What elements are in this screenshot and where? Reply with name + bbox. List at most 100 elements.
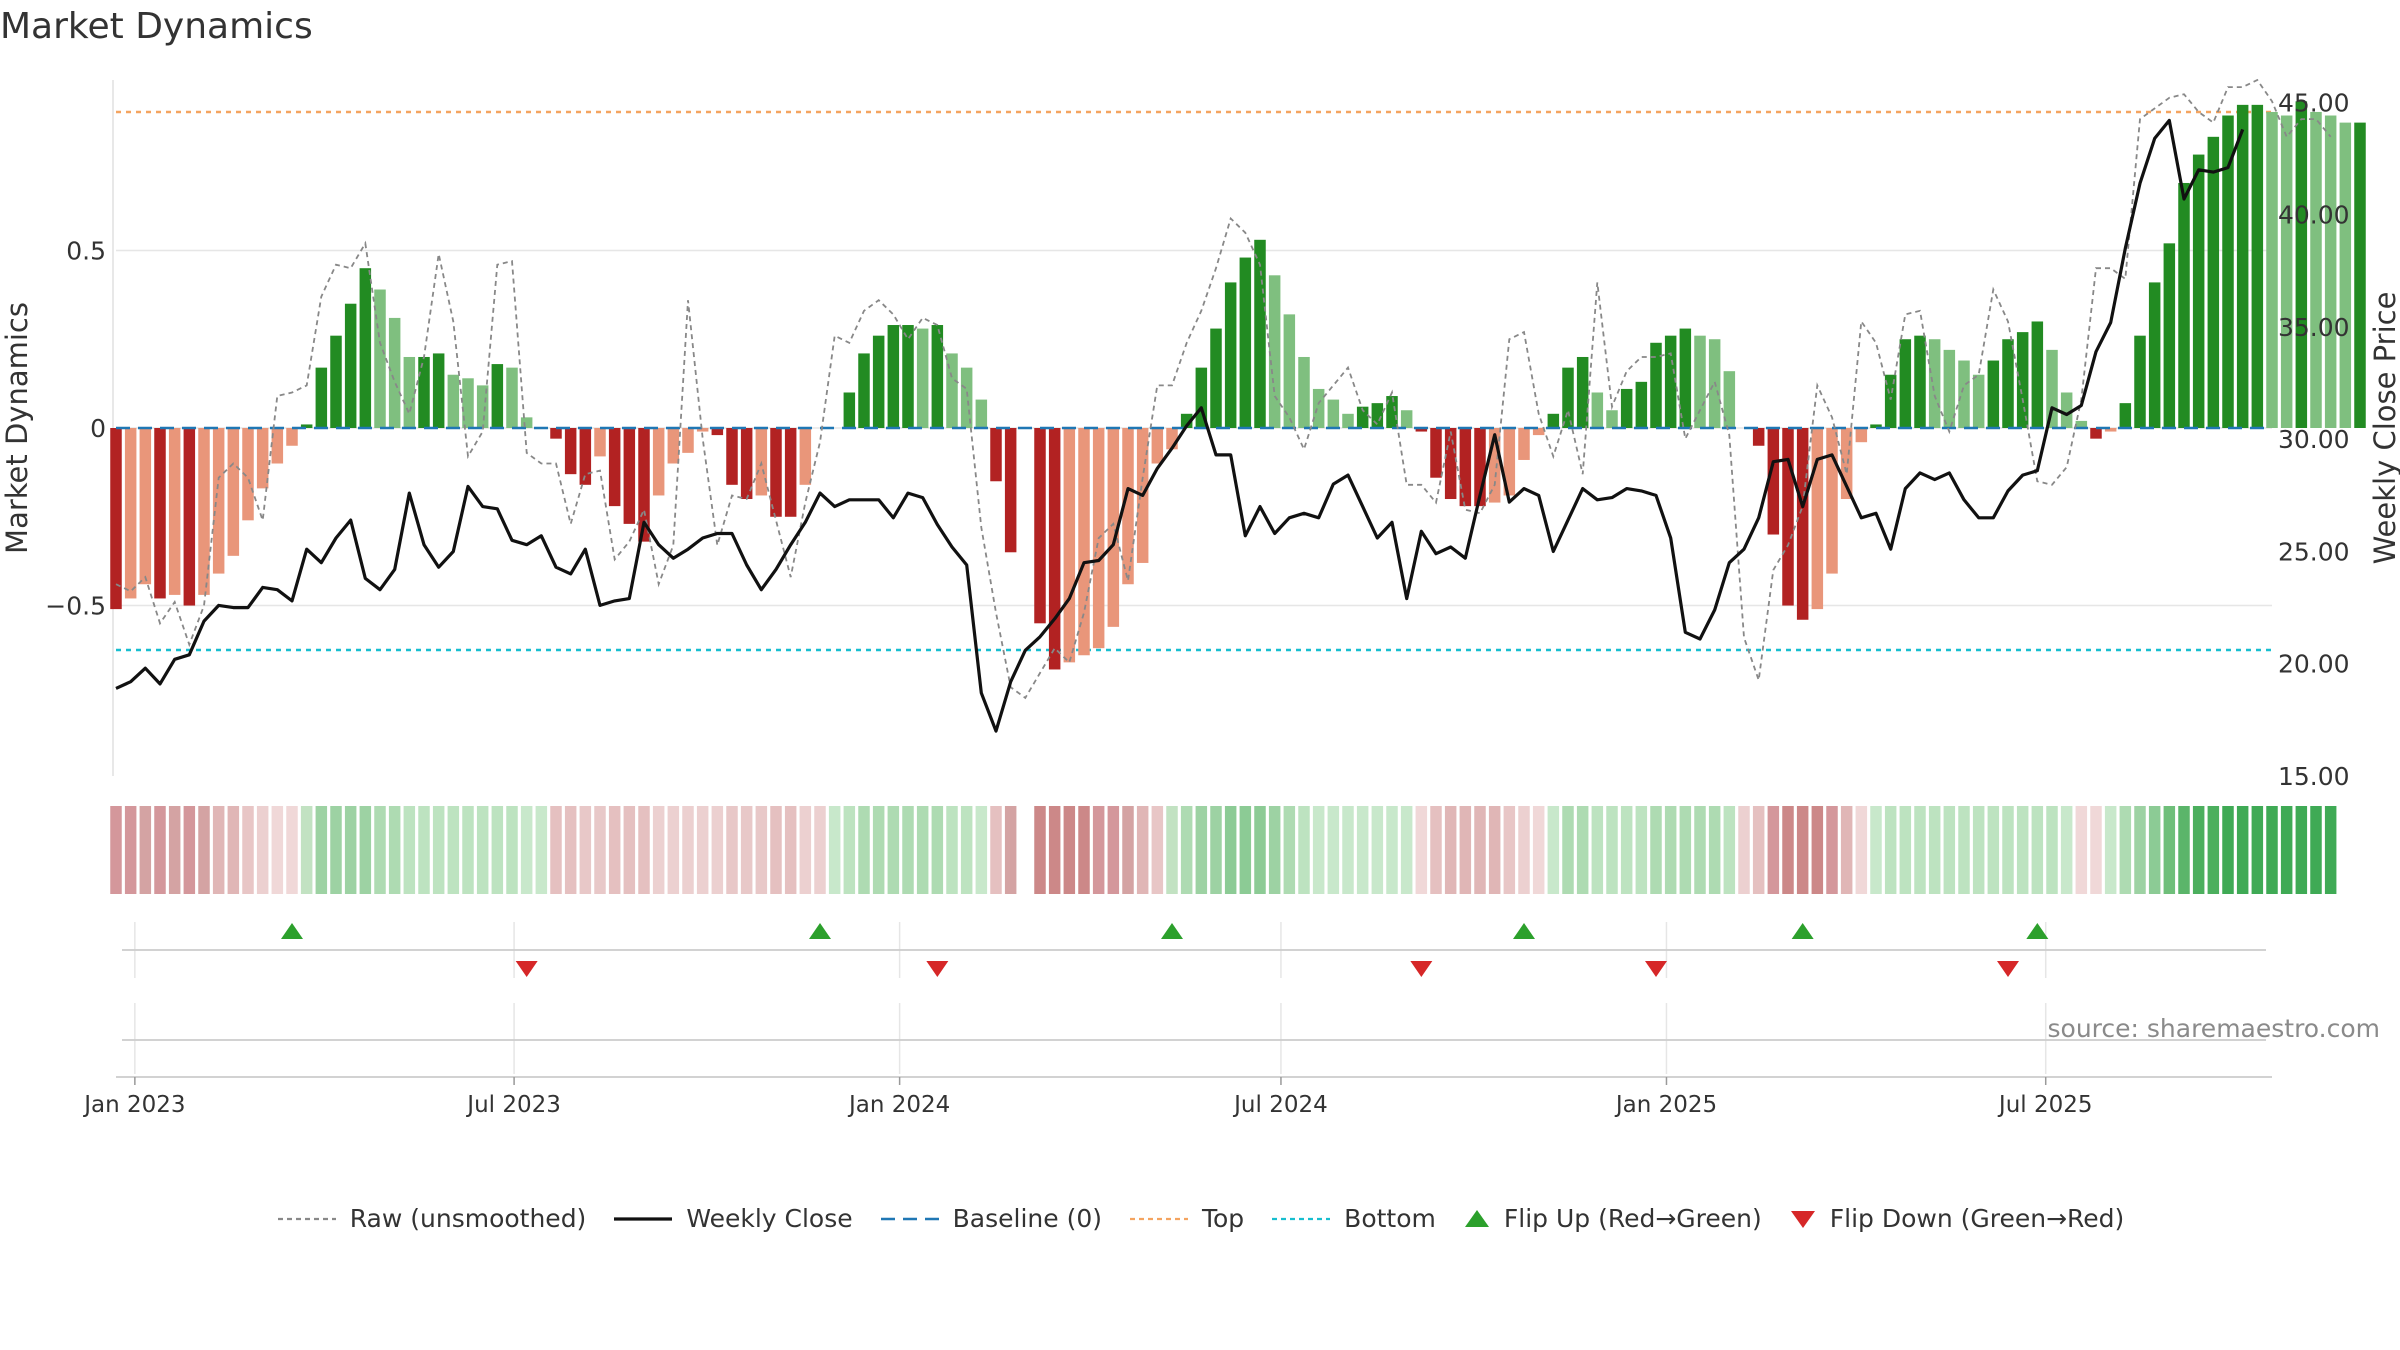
legend-swatch-raw bbox=[277, 1217, 336, 1220]
y2-tick-label: 15.00 bbox=[2278, 762, 2350, 791]
regime-cell bbox=[1972, 806, 1985, 894]
regime-cell bbox=[1474, 806, 1486, 894]
dynamics-bar bbox=[1459, 428, 1472, 507]
regime-cell bbox=[1958, 806, 1970, 894]
dynamics-bar bbox=[1078, 428, 1090, 656]
dynamics-bar bbox=[520, 417, 533, 428]
regime-cell bbox=[2266, 806, 2278, 894]
regime-cell bbox=[1738, 806, 1750, 894]
y2-tick-label: 25.00 bbox=[2278, 537, 2350, 566]
dynamics-bar bbox=[1239, 257, 1252, 428]
regime-cell bbox=[814, 806, 826, 894]
regime-cell bbox=[1151, 806, 1164, 894]
regime-cell bbox=[520, 806, 533, 894]
regime-cell bbox=[1664, 806, 1677, 894]
dynamics-bar bbox=[799, 428, 812, 485]
dynamics-bar bbox=[1767, 428, 1780, 535]
dynamics-bar bbox=[1650, 342, 1662, 428]
dynamics-bar bbox=[1840, 428, 1853, 500]
dynamics-bar bbox=[300, 424, 313, 428]
flip-up-marker bbox=[281, 923, 303, 939]
regime-cell bbox=[843, 806, 856, 894]
regime-cell bbox=[623, 806, 636, 894]
dynamics-bar bbox=[476, 385, 489, 428]
regime-cell bbox=[1195, 806, 1208, 894]
dynamics-bar bbox=[2280, 115, 2293, 429]
raw-series-line bbox=[115, 78, 2332, 700]
dynamics-bar bbox=[1034, 428, 1046, 624]
dynamics-bar bbox=[418, 356, 430, 428]
dynamics-bar bbox=[770, 428, 782, 517]
y2-axis-label: Weekly Close Price bbox=[2368, 292, 2400, 565]
dynamics-bar bbox=[256, 428, 269, 489]
dynamics-bar bbox=[2222, 115, 2234, 429]
dynamics-bar bbox=[1826, 428, 1838, 574]
dynamics-bar bbox=[2339, 122, 2352, 428]
dynamics-bar bbox=[1782, 428, 1794, 606]
regime-cell bbox=[506, 806, 518, 894]
dynamics-bar bbox=[887, 325, 900, 428]
dynamics-bar bbox=[946, 353, 958, 428]
dynamics-bar bbox=[2031, 321, 2044, 428]
regime-cell bbox=[2310, 806, 2322, 894]
dynamics-bar bbox=[1180, 413, 1193, 428]
weekly-close-line bbox=[115, 118, 2245, 733]
regime-cell bbox=[696, 806, 709, 894]
dynamics-bar bbox=[506, 367, 518, 428]
regime-cell bbox=[1327, 806, 1340, 894]
dynamics-bar bbox=[2148, 282, 2161, 428]
x-tick-label: Jul 2024 bbox=[1232, 1092, 1328, 1118]
regime-cell bbox=[2163, 806, 2176, 894]
dynamics-bar bbox=[1811, 428, 1824, 610]
regime-cell bbox=[1459, 806, 1472, 894]
dynamics-bar bbox=[1122, 428, 1134, 585]
dynamics-bar bbox=[1576, 356, 1589, 428]
regime-cell bbox=[1650, 806, 1662, 894]
x-tick-label: Jul 2025 bbox=[1997, 1092, 2093, 1118]
regime-cell bbox=[139, 806, 152, 894]
regime-cell bbox=[711, 806, 724, 894]
dynamics-bar bbox=[227, 428, 240, 556]
regime-cell bbox=[1004, 806, 1017, 894]
dynamics-bar bbox=[843, 392, 856, 428]
dynamics-bar bbox=[1444, 428, 1457, 500]
dynamics-bar bbox=[2251, 104, 2264, 428]
y-tick-label: 0.5 bbox=[66, 236, 106, 265]
dynamics-bar bbox=[1107, 428, 1120, 627]
dynamics-bar bbox=[271, 428, 284, 464]
regime-cell bbox=[1518, 806, 1530, 894]
regime-cell bbox=[256, 806, 269, 894]
regime-cell bbox=[154, 806, 166, 894]
dynamics-bar bbox=[242, 428, 254, 521]
dynamics-bar bbox=[1899, 339, 1912, 428]
dynamics-bar bbox=[1298, 356, 1310, 428]
dynamics-bar bbox=[1958, 360, 1970, 428]
regime-cell bbox=[2178, 806, 2190, 894]
regime-cell bbox=[388, 806, 401, 894]
dynamics-bar bbox=[124, 428, 137, 599]
legend-label: Raw (unsmoothed) bbox=[349, 1204, 587, 1233]
regime-cell bbox=[1752, 806, 1765, 894]
legend-item-raw: Raw (unsmoothed) bbox=[276, 1204, 587, 1233]
regime-cell bbox=[1576, 806, 1589, 894]
regime-cell bbox=[2104, 806, 2117, 894]
regime-cell bbox=[1488, 806, 1501, 894]
dynamics-bar bbox=[1855, 428, 1868, 443]
dynamics-bar bbox=[1254, 239, 1266, 428]
dynamics-bar bbox=[330, 335, 342, 428]
dynamics-bar bbox=[2192, 154, 2205, 429]
regime-cell bbox=[1136, 806, 1149, 894]
regime-cell bbox=[491, 806, 504, 894]
dynamics-bar bbox=[1415, 428, 1428, 432]
dynamics-bar bbox=[1371, 403, 1384, 428]
regime-cell bbox=[1635, 806, 1648, 894]
dynamics-bar bbox=[1151, 428, 1164, 464]
dynamics-bar bbox=[579, 428, 592, 485]
legend-swatch-top bbox=[1129, 1217, 1188, 1220]
dynamics-bar bbox=[1884, 374, 1897, 428]
dynamics-bar bbox=[1327, 399, 1340, 428]
regime-cell bbox=[858, 806, 870, 894]
dynamics-bar bbox=[858, 353, 870, 428]
flip-up-marker bbox=[1791, 923, 1814, 939]
